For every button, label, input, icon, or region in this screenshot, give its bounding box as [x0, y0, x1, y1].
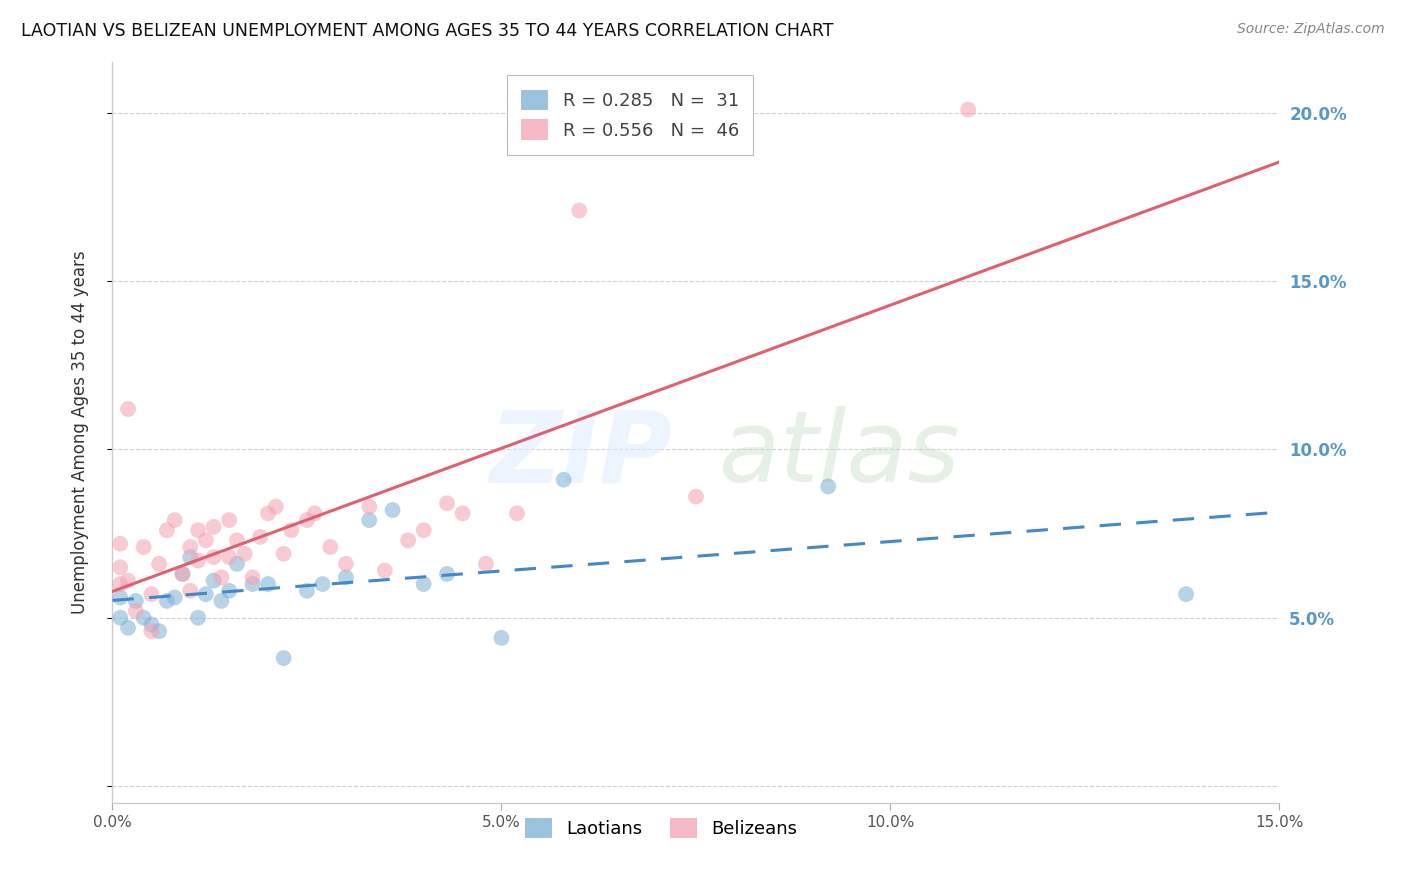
Point [319, 540, 342, 554]
Point [110, 577, 132, 591]
Point [273, 651, 295, 665]
Point [249, 530, 271, 544]
Point [359, 500, 381, 514]
Point [817, 479, 839, 493]
Point [381, 503, 404, 517]
Point [218, 513, 240, 527]
Point [335, 570, 357, 584]
Point [233, 547, 256, 561]
Point [132, 540, 155, 554]
Point [553, 473, 575, 487]
Point [311, 577, 333, 591]
Point [257, 577, 280, 591]
Point [209, 570, 232, 584]
Point [117, 621, 139, 635]
Point [209, 594, 232, 608]
Point [194, 587, 217, 601]
Legend: Laotians, Belizeans: Laotians, Belizeans [517, 810, 804, 846]
Point [187, 610, 209, 624]
Point [117, 402, 139, 417]
Point [110, 560, 132, 574]
Point [110, 591, 132, 605]
Point [125, 604, 148, 618]
Text: Source: ZipAtlas.com: Source: ZipAtlas.com [1237, 22, 1385, 37]
Point [141, 624, 163, 639]
Point [132, 610, 155, 624]
Point [148, 624, 170, 639]
Point [202, 520, 225, 534]
Text: ZIP: ZIP [489, 407, 672, 503]
Point [110, 610, 132, 624]
Point [141, 587, 163, 601]
Point [156, 523, 179, 537]
Point [335, 557, 357, 571]
Point [179, 540, 201, 554]
Point [218, 583, 240, 598]
Point [412, 523, 434, 537]
Point [172, 566, 194, 581]
Point [163, 513, 186, 527]
Point [156, 594, 179, 608]
Point [179, 550, 201, 565]
Point [957, 103, 980, 117]
Point [257, 507, 280, 521]
Point [304, 507, 326, 521]
Point [568, 203, 591, 218]
Point [179, 583, 201, 598]
Point [226, 533, 249, 548]
Point [242, 577, 264, 591]
Point [202, 550, 225, 565]
Point [506, 507, 529, 521]
Point [436, 496, 458, 510]
Point [264, 500, 287, 514]
Point [226, 557, 249, 571]
Y-axis label: Unemployment Among Ages 35 to 44 years: Unemployment Among Ages 35 to 44 years [70, 251, 89, 615]
Point [451, 507, 474, 521]
Point [374, 564, 396, 578]
Point [187, 523, 209, 537]
Point [141, 617, 163, 632]
Point [163, 591, 186, 605]
Point [194, 533, 217, 548]
Point [242, 570, 264, 584]
Point [1175, 587, 1198, 601]
Point [218, 550, 240, 565]
Point [125, 594, 148, 608]
Point [412, 577, 434, 591]
Point [202, 574, 225, 588]
Point [685, 490, 707, 504]
Point [436, 566, 458, 581]
Point [110, 536, 132, 550]
Point [273, 547, 295, 561]
Text: atlas: atlas [720, 407, 960, 503]
Point [148, 557, 170, 571]
Point [491, 631, 513, 645]
Point [172, 566, 194, 581]
Point [187, 553, 209, 567]
Point [475, 557, 498, 571]
Point [359, 513, 381, 527]
Point [117, 574, 139, 588]
Point [295, 583, 318, 598]
Point [295, 513, 318, 527]
Point [280, 523, 302, 537]
Point [396, 533, 419, 548]
Text: LAOTIAN VS BELIZEAN UNEMPLOYMENT AMONG AGES 35 TO 44 YEARS CORRELATION CHART: LAOTIAN VS BELIZEAN UNEMPLOYMENT AMONG A… [21, 22, 834, 40]
